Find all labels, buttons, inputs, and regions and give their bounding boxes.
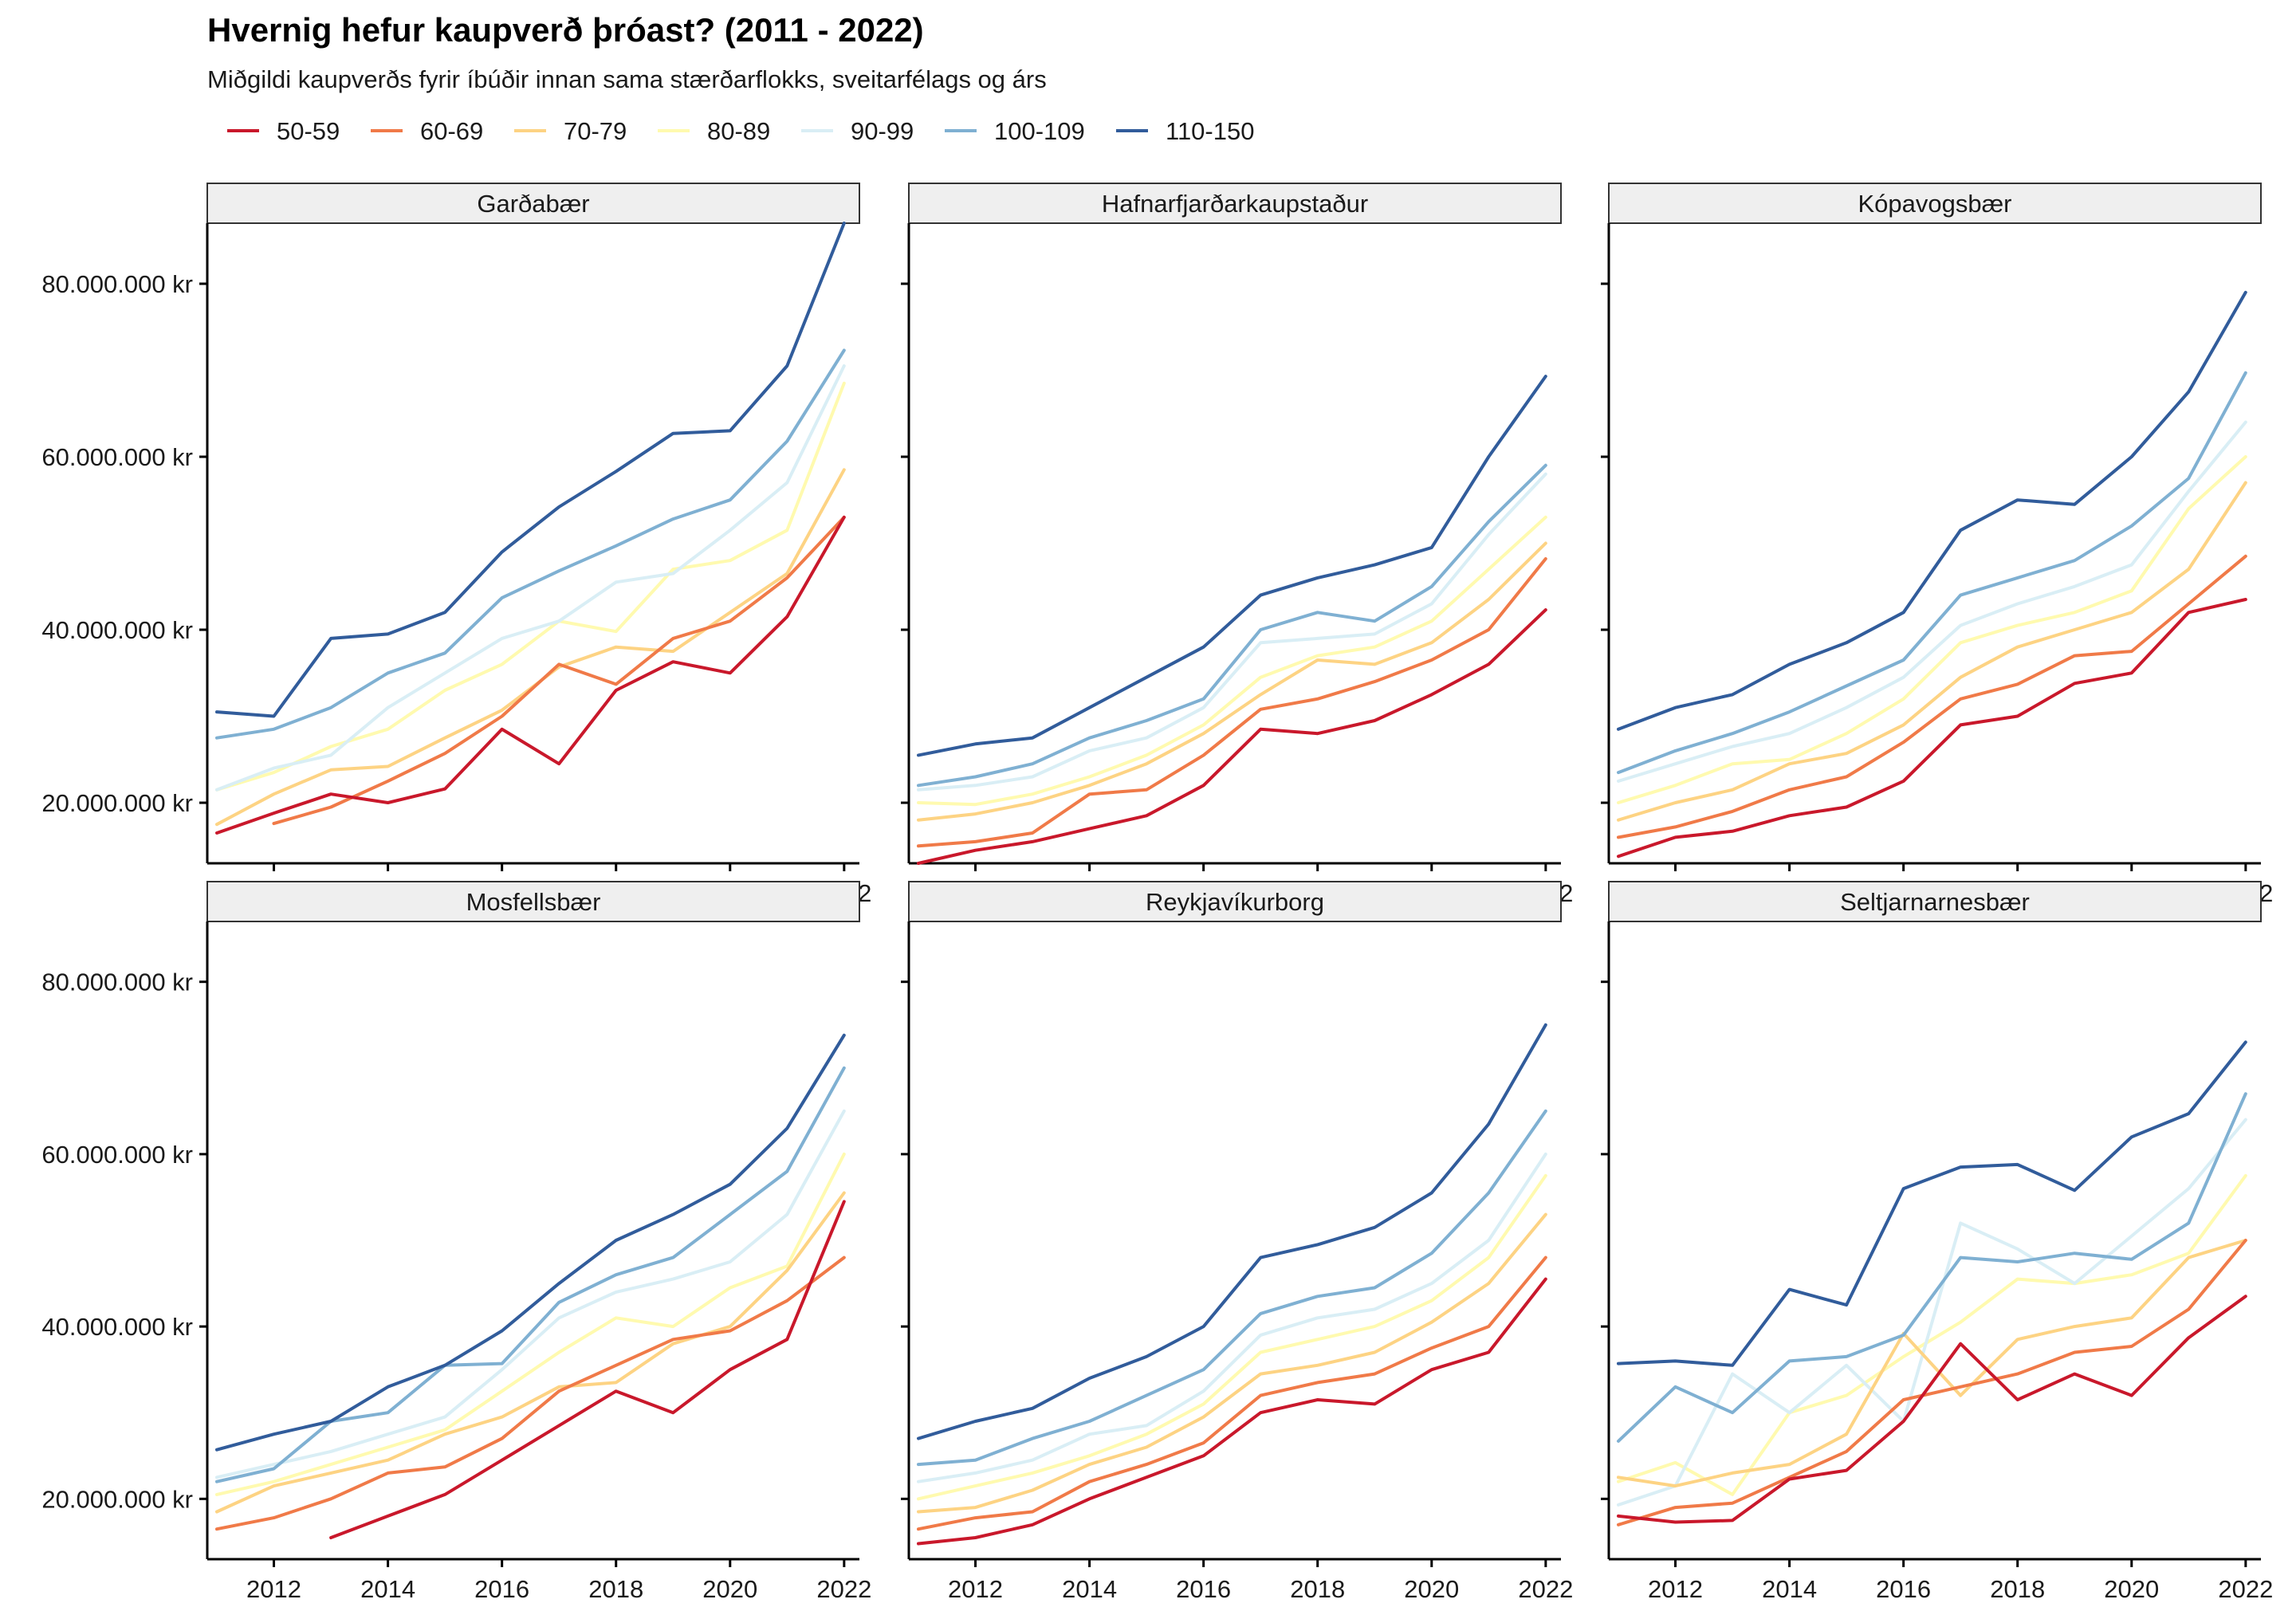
y-tick-label: 20.000.000 kr xyxy=(41,789,193,817)
x-tick-label: 2014 xyxy=(1062,1575,1117,1603)
panel-1: Garðabær 20.000.000 kr 40.000.000 kr 60.000… xyxy=(41,183,871,907)
panel-2-strip-label: Hafnarfjarðarkaupstaður xyxy=(1102,190,1368,218)
x-tick-label: 2018 xyxy=(1990,1575,2045,1603)
x-tick-label: 2012 xyxy=(948,1575,1003,1603)
panel-3-series-50-59 xyxy=(1617,598,2247,859)
panel-4-series-90-99 xyxy=(215,1109,846,1479)
panel-1-series-100-109 xyxy=(215,348,846,740)
panel-5-series-50-59 xyxy=(917,1277,1547,1546)
panel-3-series-60-69 xyxy=(1617,554,2247,839)
panel-4-series-60-69 xyxy=(215,1255,846,1531)
chart-subtitle: Miðgildi kaupverðs fyrir íbúðir innan sa… xyxy=(207,65,1047,93)
panel-6: Seltjarnarnesbær 2012 2014 2016 2018 2020 2022 xyxy=(1601,881,2273,1603)
y-tick-label: 60.000.000 kr xyxy=(41,1141,193,1169)
panel-1-series-50-59 xyxy=(215,515,846,835)
panel-4: Mosfellsbær 20.000.000 kr 40.000.000 kr 60.… xyxy=(41,881,871,1603)
panel-6-series-50-59 xyxy=(1617,1295,2247,1524)
panel-5-series-110-150 xyxy=(917,1023,1547,1440)
legend-label-70-79: 70-79 xyxy=(564,117,627,145)
panel-1-series-70-79 xyxy=(215,468,846,827)
panel-1-series-60-69 xyxy=(272,515,846,826)
panel-3-series-80-89 xyxy=(1617,455,2247,804)
panels: Garðabær 20.000.000 kr 40.000.000 kr 60.000… xyxy=(41,183,2273,1603)
panel-6-series-100-109 xyxy=(1617,1092,2247,1443)
panel-1-series-90-99 xyxy=(215,364,846,792)
y-tick-label: 80.000.000 kr xyxy=(41,969,193,996)
panel-6-strip xyxy=(1608,881,2262,922)
legend-label-90-99: 90-99 xyxy=(851,117,914,145)
panel-3: Kópavogsbær201220142016201820202022 xyxy=(1601,183,2273,907)
x-tick-label: 2014 xyxy=(360,1575,415,1603)
panel-3-series-70-79 xyxy=(1617,481,2247,822)
panel-5-strip-label: Reykjavíkurborg xyxy=(1146,888,1324,916)
panel-6-series-110-150 xyxy=(1617,1040,2247,1367)
x-tick-label: 2022 xyxy=(1518,1575,1573,1603)
legend-label-80-89: 80-89 xyxy=(707,117,770,145)
panel-2-series-50-59 xyxy=(917,608,1547,865)
x-tick-label: 2018 xyxy=(1290,1575,1345,1603)
panel-2-series-60-69 xyxy=(917,557,1547,848)
panel-2-series-70-79 xyxy=(917,541,1547,822)
panel-5-series-80-89 xyxy=(917,1173,1547,1501)
x-tick-label: 2018 xyxy=(588,1575,643,1603)
panel-1-strip-label: Garðabær xyxy=(477,190,589,218)
x-tick-label: 2016 xyxy=(474,1575,529,1603)
x-tick-label: 2016 xyxy=(1176,1575,1231,1603)
panel-5-strip xyxy=(908,881,1562,922)
panel-4-strip xyxy=(206,881,860,922)
y-tick-label: 20.000.000 kr xyxy=(41,1485,193,1513)
y-tick-label: 40.000.000 kr xyxy=(41,616,193,644)
panel-3-series-90-99 xyxy=(1617,420,2247,783)
panel-2-series-110-150 xyxy=(917,375,1547,757)
panel-2: Hafnarfjarðarkaupstaður20122014201620182… xyxy=(901,183,1573,907)
x-tick-label: 2020 xyxy=(702,1575,757,1603)
panel-6-series-70-79 xyxy=(1617,1239,2247,1488)
y-tick-label: 80.000.000 kr xyxy=(41,270,193,298)
panel-6-series-80-89 xyxy=(1617,1173,2247,1496)
legend-label-50-59: 50-59 xyxy=(277,117,340,145)
legend-label-60-69: 60-69 xyxy=(420,117,483,145)
panel-5-series-90-99 xyxy=(917,1152,1547,1483)
panel-3-strip xyxy=(1608,183,2262,224)
panel-2-strip xyxy=(908,183,1562,224)
panel-2-series-80-89 xyxy=(917,515,1547,807)
panel-3-series-110-150 xyxy=(1617,290,2247,731)
panel-4-series-110-150 xyxy=(215,1033,846,1452)
panel-4-series-50-59 xyxy=(329,1200,846,1539)
y-tick-label: 40.000.000 kr xyxy=(41,1313,193,1341)
panel-5-series-100-109 xyxy=(917,1109,1547,1467)
panel-5: Reykjavíkurborg 2012 2014 2016 2018 2020 2022 xyxy=(901,881,1573,1603)
panel-5-series-60-69 xyxy=(917,1255,1547,1531)
legend: 50-59 60-69 70-79 80-89 90-99 100-109 110-150 xyxy=(227,117,1254,145)
x-tick-label: 2020 xyxy=(1404,1575,1459,1603)
x-tick-label: 2014 xyxy=(1762,1575,1817,1603)
panel-2-series-90-99 xyxy=(917,472,1547,792)
panel-4-strip-label: Mosfellsbær xyxy=(466,888,601,916)
x-tick-label: 2012 xyxy=(1648,1575,1703,1603)
panel-3-strip-label: Kópavogsbær xyxy=(1858,190,2011,218)
panel-1-strip xyxy=(206,183,860,224)
panel-4-series-70-79 xyxy=(215,1191,846,1514)
panel-4-series-80-89 xyxy=(215,1152,846,1496)
x-tick-label: 2012 xyxy=(246,1575,301,1603)
x-tick-label: 2016 xyxy=(1876,1575,1931,1603)
panel-2-series-100-109 xyxy=(917,463,1547,788)
panel-5-series-70-79 xyxy=(917,1212,1547,1514)
y-tick-label: 60.000.000 kr xyxy=(41,443,193,471)
x-tick-label: 2022 xyxy=(816,1575,871,1603)
x-tick-label: 2020 xyxy=(2104,1575,2159,1603)
x-tick-label: 2022 xyxy=(2218,1575,2273,1603)
chart-title: Hvernig hefur kaupverð þróast? (2011 - 2… xyxy=(207,11,924,49)
panel-1-series-110-150 xyxy=(215,222,846,718)
legend-label-100-109: 100-109 xyxy=(994,117,1085,145)
legend-label-110-150: 110-150 xyxy=(1166,117,1254,145)
panel-6-strip-label: Seltjarnarnesbær xyxy=(1840,888,2030,916)
panel-6-series-60-69 xyxy=(1617,1239,2247,1527)
panel-4-series-100-109 xyxy=(215,1066,846,1483)
panel-6-series-90-99 xyxy=(1617,1118,2247,1507)
panel-1-series-80-89 xyxy=(215,381,846,792)
panel-3-series-100-109 xyxy=(1617,371,2247,775)
